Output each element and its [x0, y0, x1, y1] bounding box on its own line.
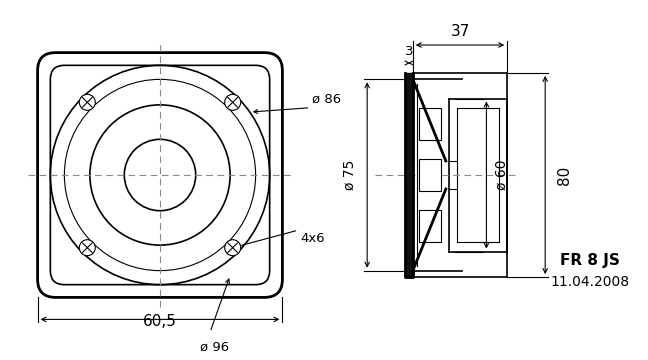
Text: ø 60: ø 60 — [494, 160, 509, 190]
Bar — [405, 73, 413, 277]
Text: ø 75: ø 75 — [342, 160, 356, 190]
Text: 80: 80 — [557, 165, 572, 185]
Text: 11.04.2008: 11.04.2008 — [550, 275, 630, 289]
Text: 37: 37 — [450, 24, 470, 39]
Circle shape — [225, 94, 240, 110]
Text: 3: 3 — [405, 45, 413, 58]
Bar — [419, 210, 441, 242]
Text: FR 8 JS: FR 8 JS — [560, 252, 620, 267]
Text: ø 96: ø 96 — [200, 341, 229, 354]
Text: 4x6: 4x6 — [301, 232, 325, 245]
Circle shape — [79, 94, 95, 110]
Text: 60,5: 60,5 — [143, 314, 177, 329]
Bar — [419, 159, 441, 191]
Circle shape — [225, 240, 240, 256]
Circle shape — [79, 240, 95, 256]
Bar — [419, 108, 441, 140]
Text: ø 86: ø 86 — [312, 93, 341, 106]
